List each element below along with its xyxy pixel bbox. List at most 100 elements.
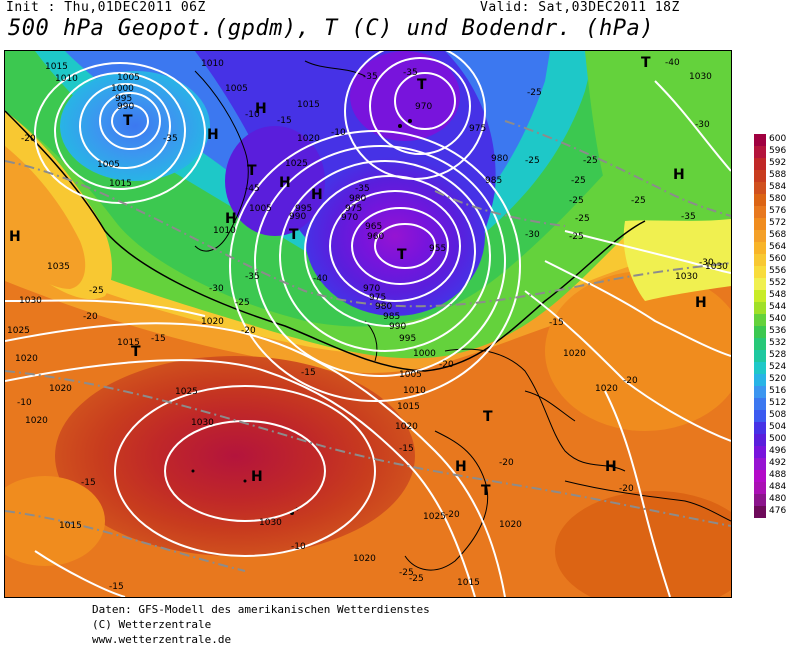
temp-minus15-low: -15 — [549, 318, 564, 328]
isobar-995-sw-greenland: 995 — [295, 204, 312, 214]
legend-swatch-552 — [754, 278, 766, 290]
legend-label-552: 552 — [769, 278, 787, 288]
isobar-1000-nw: 1000 — [111, 84, 134, 94]
isobar-1015-nw: 1015 — [45, 62, 68, 72]
isobar-1020-sw: 1020 — [49, 384, 72, 394]
low-center-ne: T — [641, 55, 651, 71]
isobar-1030-azores: 1030 — [191, 418, 214, 428]
legend-label-548: 548 — [769, 290, 787, 300]
legend-swatch-576 — [754, 206, 766, 218]
field-572-e — [545, 271, 731, 431]
temp-minus25-ne: -25 — [525, 156, 540, 166]
legend-label-488: 488 — [769, 470, 787, 480]
legend-label-508: 508 — [769, 410, 787, 420]
low-center-w: T — [131, 344, 141, 360]
isobar-1020-greenland: 1020 — [297, 134, 320, 144]
isobar-970-n: 970 — [415, 102, 432, 112]
temp-minus35-n2: -35 — [403, 68, 418, 78]
isobar-1020-alps: 1020 — [563, 349, 586, 359]
isobar-1020-med: 1020 — [499, 520, 522, 530]
temp-minus40-ne: -40 — [665, 58, 680, 68]
legend-swatch-508 — [754, 410, 766, 422]
isobar-970-s: 970 — [363, 284, 380, 294]
isobar-980-s: 980 — [375, 302, 392, 312]
isobar-960-low: 960 — [367, 232, 384, 242]
isobar-1005-sw-greenland: 1005 — [249, 204, 272, 214]
temp-minus30-ne: -30 — [525, 230, 540, 240]
legend-swatch-572 — [754, 218, 766, 230]
temp-minus35-w: -35 — [245, 272, 260, 282]
temp-minus20-e4: -20 — [623, 376, 638, 386]
temp-minus25-se: -25 — [399, 568, 414, 578]
legend-swatch-592 — [754, 158, 766, 170]
isobar-1015-med: 1015 — [457, 578, 480, 588]
legend-label-584: 584 — [769, 182, 787, 192]
temp-minus45-gr: -45 — [245, 184, 260, 194]
high-center-greenland: H — [207, 127, 219, 143]
temp-minus10-sw: -10 — [291, 542, 306, 552]
field-low-nw — [60, 71, 210, 181]
legend-swatch-500 — [754, 434, 766, 446]
low-center-iberia: T — [481, 483, 491, 499]
temp-minus25-ne2: -25 — [583, 156, 598, 166]
isobar-980-n: 980 — [491, 154, 508, 164]
legend-swatch-504 — [754, 422, 766, 434]
isobar-1020-biscay: 1020 — [395, 422, 418, 432]
legend-label-600: 600 — [769, 134, 787, 144]
legend-label-588: 588 — [769, 170, 787, 180]
isobar-1015-mid: 1015 — [117, 338, 140, 348]
isobar-1010-s: 1010 — [403, 386, 426, 396]
isobar-1015-s: 1015 — [397, 402, 420, 412]
temp-minus25-w: -25 — [235, 298, 250, 308]
isobar-1035-canada: 1035 — [47, 262, 70, 272]
legend-swatch-536 — [754, 326, 766, 338]
temp-minus15-w: -15 — [151, 334, 166, 344]
isobar-975-s: 975 — [369, 293, 386, 303]
low-center-biscay: T — [483, 409, 493, 425]
legend-label-564: 564 — [769, 242, 787, 252]
isobar-1020-w: 1020 — [15, 354, 38, 364]
high-center-nw2: H — [225, 211, 237, 227]
legend-swatch-520 — [754, 374, 766, 386]
footer: Daten: GFS-Modell des amerikanischen Wet… — [92, 602, 430, 647]
legend-label-500: 500 — [769, 434, 787, 444]
isobar-970-low: 970 — [341, 213, 358, 223]
legend-label-596: 596 — [769, 146, 787, 156]
isobars — [5, 51, 731, 597]
temp-minus10-s: -10 — [17, 398, 32, 408]
legend-label-572: 572 — [769, 218, 787, 228]
legend-label-480: 480 — [769, 494, 787, 504]
temp-labels: -20 -35 -10 -15 -10 -45 -35 -35 -25 -35 … — [17, 58, 714, 592]
low-center-n: T — [417, 77, 427, 93]
isobar-1025-w: 1025 — [7, 326, 30, 336]
isobar-1030-e: 1030 — [705, 262, 728, 272]
temp-minus30-e: -30 — [695, 120, 710, 130]
temp-minus20-se: -20 — [445, 510, 460, 520]
temp-minus35-low: -35 — [355, 184, 370, 194]
footer-data-source: Daten: GFS-Modell des amerikanischen Wet… — [92, 603, 430, 616]
isobar-1005-w: 1005 — [97, 160, 120, 170]
legend-swatch-580 — [754, 194, 766, 206]
temp-minus15-sw3: -15 — [301, 368, 316, 378]
isobar-985-s: 985 — [383, 312, 400, 322]
field-canada-orange — [5, 146, 86, 289]
legend-label-592: 592 — [769, 158, 787, 168]
temp-minus25-ne6: -25 — [569, 232, 584, 242]
legend-label-532: 532 — [769, 338, 787, 348]
legend-label-512: 512 — [769, 398, 787, 408]
legend-label-556: 556 — [769, 266, 787, 276]
temp-minus30-e2: -30 — [699, 258, 714, 268]
legend-swatch-548 — [754, 290, 766, 302]
isobar-1005-greenland: 1005 — [225, 84, 248, 94]
field-ne-green — [585, 51, 731, 236]
isobar-975-n: 975 — [469, 124, 486, 134]
high-center-e: H — [695, 295, 707, 311]
legend-swatch-600 — [754, 134, 766, 146]
legend-swatch-516 — [754, 386, 766, 398]
legend-swatch-532 — [754, 338, 766, 350]
isobar-980-low: 980 — [349, 194, 366, 204]
legend-label-568: 568 — [769, 230, 787, 240]
isobar-1025-iberia: 1025 — [423, 512, 446, 522]
map-title: 500 hPa Geopot.(gpdm), T (C) und Bodendr… — [8, 16, 655, 41]
temp-minus40-low: -40 — [313, 274, 328, 284]
